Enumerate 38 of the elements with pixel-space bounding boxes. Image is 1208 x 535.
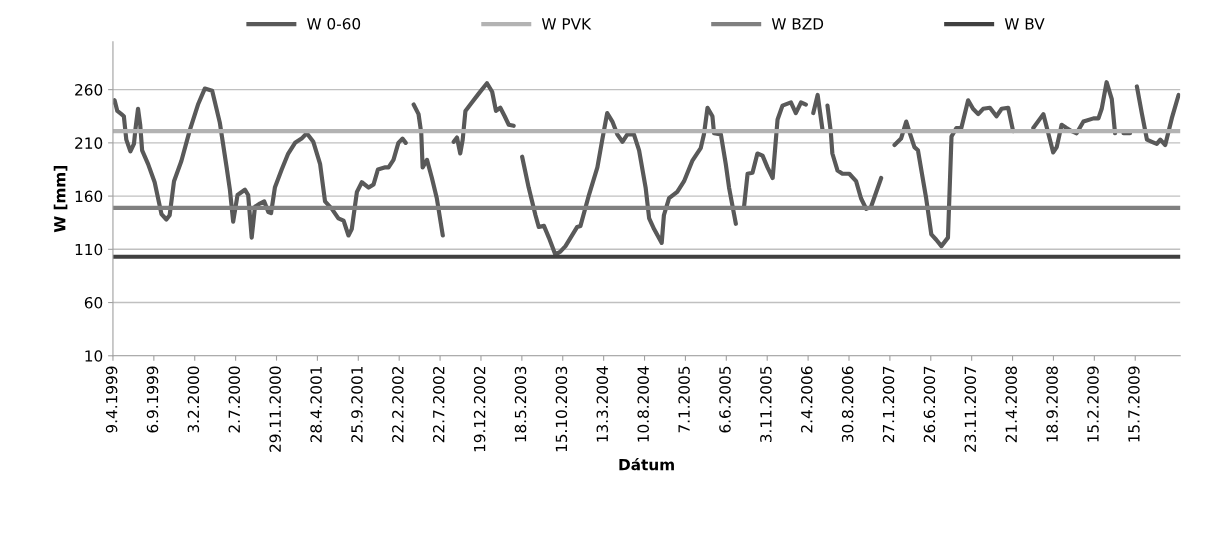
legend-label: W BZD bbox=[771, 18, 824, 30]
x-tick-label: 29.11.2000 bbox=[269, 366, 281, 452]
x-tick-label: 9.4.1999 bbox=[105, 366, 118, 433]
legend-label: W 0-60 bbox=[307, 18, 361, 30]
x-tick-label: 18.9.2008 bbox=[1046, 366, 1058, 442]
x-tick-label: 3.11.2005 bbox=[760, 366, 772, 443]
x-tick-label: 21.4.2008 bbox=[1005, 366, 1017, 443]
x-tick-label: 28.4.2001 bbox=[310, 366, 322, 443]
y-tick-label: 60 bbox=[84, 297, 103, 309]
y-tick-label: 210 bbox=[75, 137, 103, 149]
x-tick-label: 6.6.2005 bbox=[719, 366, 731, 433]
x-tick-label: 15.10.2003 bbox=[555, 366, 568, 452]
x-tick-label: 26.6.2007 bbox=[923, 366, 936, 443]
x-tick-label: 7.1.2005 bbox=[678, 366, 690, 433]
x-tick-label: 18.5.2003 bbox=[514, 366, 527, 442]
x-tick-label: 25.9.2001 bbox=[351, 366, 363, 443]
x-tick-label: 23.11.2007 bbox=[964, 366, 977, 452]
legend-label: W PVK bbox=[541, 18, 592, 30]
y-tick-label: 160 bbox=[75, 190, 103, 203]
x-tick-label: 15.7.2009 bbox=[1128, 366, 1140, 442]
x-tick-label: 27.1.2007 bbox=[882, 366, 895, 443]
legend-label: W BV bbox=[1004, 18, 1045, 30]
x-tick-label: 30.8.2006 bbox=[841, 366, 854, 443]
x-tick-label: 3.2.2000 bbox=[187, 366, 200, 433]
x-tick-label: 2.7.2000 bbox=[228, 366, 241, 433]
y-tick-label: 260 bbox=[75, 84, 103, 96]
x-tick-label: 22.7.2002 bbox=[432, 367, 445, 443]
x-tick-label: 22.2.2002 bbox=[392, 367, 404, 443]
x-tick-label: 19.12.2002 bbox=[473, 367, 486, 452]
y-tick-label: 110 bbox=[75, 243, 103, 256]
y-tick-label: 10 bbox=[85, 350, 103, 362]
x-tick-label: 13.3.2004 bbox=[596, 366, 609, 442]
x-tick-label: 2.4.2006 bbox=[800, 366, 813, 433]
x-axis-title: Dátum bbox=[619, 457, 674, 471]
y-axis-title: W [mm] bbox=[53, 166, 68, 233]
x-tick-label: 15.2.2009 bbox=[1087, 366, 1099, 442]
x-tick-label: 6.9.1999 bbox=[146, 366, 159, 433]
x-tick-label: 10.8.2004 bbox=[637, 366, 649, 442]
